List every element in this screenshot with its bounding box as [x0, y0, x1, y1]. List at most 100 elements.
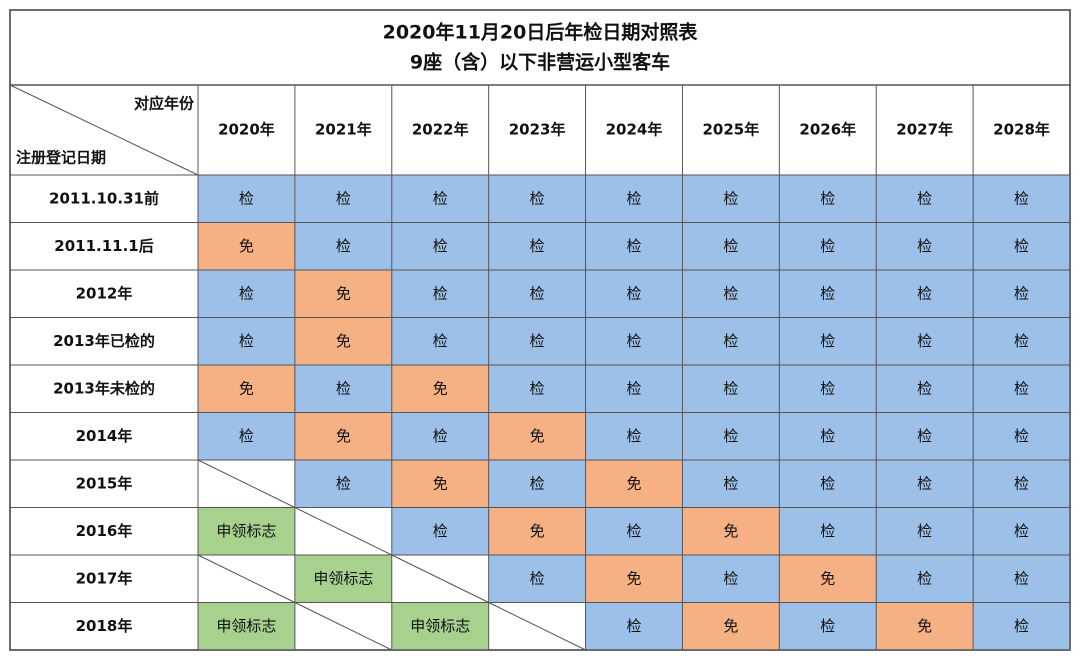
cell [876, 270, 974, 318]
cell-text: 检 [1014, 189, 1029, 207]
cell-text: 免 [723, 617, 738, 635]
cell [391, 270, 489, 318]
cell-text: 检 [917, 284, 932, 302]
cell-text: 检 [917, 379, 932, 397]
cell-text: 检 [723, 474, 738, 492]
cell [876, 222, 974, 270]
cell-text: 检 [336, 189, 351, 207]
cell [585, 317, 683, 365]
cell-text: 检 [433, 332, 448, 350]
cell-text: 检 [239, 284, 254, 302]
cell [391, 602, 489, 650]
cell [973, 507, 1070, 555]
cell [682, 460, 780, 508]
cell [682, 270, 780, 318]
cell [682, 555, 780, 603]
title-line: 9座（含）以下非营运小型客车 [410, 51, 670, 74]
cell-text: 检 [239, 427, 254, 445]
cell [973, 460, 1070, 508]
cell [391, 460, 489, 508]
cell-text: 检 [820, 522, 835, 540]
cell [973, 222, 1070, 270]
cell [973, 602, 1070, 650]
cell-text: 检 [530, 332, 545, 350]
row-header: 2015年 [76, 474, 133, 492]
cell [198, 602, 295, 650]
cell [973, 317, 1070, 365]
cell [779, 602, 877, 650]
cell-text: 免 [626, 569, 641, 587]
cell-text: 检 [530, 284, 545, 302]
cell [585, 365, 683, 413]
cell [585, 270, 683, 318]
cell [198, 365, 295, 413]
column-header: 2028年 [993, 121, 1050, 139]
cell [779, 555, 877, 603]
cell-text: 检 [1014, 522, 1029, 540]
row-header: 2017年 [76, 569, 133, 587]
column-header: 2024年 [606, 121, 663, 139]
cell [876, 365, 974, 413]
cell [585, 555, 683, 603]
cell-text: 检 [626, 617, 641, 635]
cell-text: 检 [1014, 237, 1029, 255]
cell-text: 检 [1014, 427, 1029, 445]
cell [198, 222, 295, 270]
cell [876, 507, 974, 555]
cell [198, 175, 295, 223]
cell [294, 460, 392, 508]
cell-text: 检 [433, 237, 448, 255]
cell [294, 222, 392, 270]
column-header: 2021年 [315, 121, 372, 139]
cell-text: 检 [723, 569, 738, 587]
cell-text: 检 [530, 569, 545, 587]
cell [682, 412, 780, 460]
cell [488, 175, 586, 223]
cell-text: 检 [433, 284, 448, 302]
cell-text: 检 [530, 237, 545, 255]
cell [294, 175, 392, 223]
cell [198, 507, 295, 555]
cell-text: 检 [433, 427, 448, 445]
cell-text: 检 [1014, 284, 1029, 302]
cell [876, 175, 974, 223]
corner-top: 对应年份 [134, 95, 195, 113]
cell [585, 222, 683, 270]
cell [779, 175, 877, 223]
row-header: 2011.10.31前 [49, 189, 159, 207]
cell [585, 460, 683, 508]
cell-text: 检 [626, 379, 641, 397]
cell-text: 检 [917, 332, 932, 350]
cell [682, 175, 780, 223]
cell [973, 270, 1070, 318]
cell-text: 检 [433, 522, 448, 540]
cell-text: 检 [820, 332, 835, 350]
cell [682, 317, 780, 365]
cell-text: 检 [239, 332, 254, 350]
cell-text: 检 [1014, 474, 1029, 492]
row-header: 2012年 [76, 284, 133, 302]
cell-text: 检 [917, 522, 932, 540]
column-header: 2026年 [799, 121, 856, 139]
cell [198, 317, 295, 365]
cell-text: 检 [820, 474, 835, 492]
cell-text: 免 [530, 427, 545, 445]
cell [682, 602, 780, 650]
cell-text: 检 [820, 427, 835, 445]
row-header: 2013年未检的 [53, 379, 155, 397]
cell [585, 175, 683, 223]
cell-text: 免 [239, 237, 254, 255]
cell-text: 免 [336, 284, 351, 302]
cell-text: 检 [626, 284, 641, 302]
cell [779, 270, 877, 318]
cell-text: 检 [626, 522, 641, 540]
cell [294, 412, 392, 460]
cell [682, 507, 780, 555]
cell [488, 365, 586, 413]
cell-text: 检 [626, 332, 641, 350]
cell [391, 507, 489, 555]
cell-text: 检 [723, 237, 738, 255]
cell-text: 检 [723, 427, 738, 445]
cell [876, 602, 974, 650]
cell-text: 免 [336, 427, 351, 445]
